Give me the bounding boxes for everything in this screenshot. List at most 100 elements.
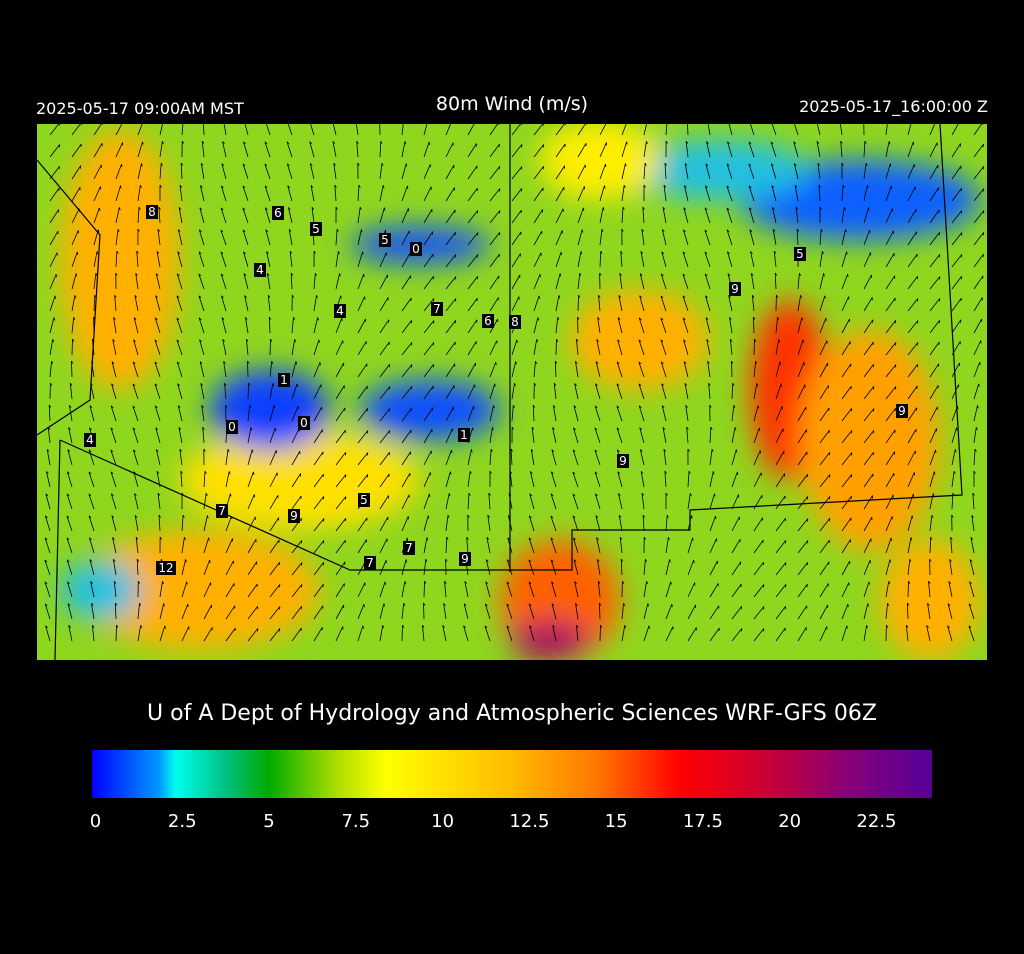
- wind-arrow: [621, 625, 627, 642]
- wind-arrow: [550, 537, 557, 554]
- wind-arrow: [687, 448, 690, 466]
- wind-arrow: [775, 406, 783, 422]
- station-value: 9: [461, 552, 469, 566]
- wind-arrow: [467, 384, 476, 400]
- wind-arrow: [313, 583, 324, 598]
- wind-arrow: [595, 515, 601, 532]
- wind-arrow: [664, 162, 667, 180]
- wind-arrow: [599, 250, 603, 268]
- wind-arrow: [355, 124, 359, 136]
- station-box: [254, 263, 266, 277]
- wind-arrow: [49, 317, 56, 334]
- wind-arrow: [973, 232, 985, 246]
- wind-arrow: [841, 495, 852, 510]
- wind-arrow: [155, 427, 161, 444]
- wind-arrow: [159, 536, 162, 554]
- station-value: 7: [405, 541, 413, 555]
- wind-arrow: [467, 254, 479, 268]
- wind-arrow: [401, 297, 412, 312]
- wind-arrow: [243, 251, 249, 268]
- wind-arrow: [528, 603, 535, 620]
- wind-arrow: [819, 429, 830, 444]
- wind-arrow: [595, 361, 601, 378]
- wind-arrow: [463, 625, 469, 642]
- wind-arrow: [687, 493, 692, 510]
- wind-arrow: [638, 383, 645, 400]
- wind-arrow: [706, 339, 711, 356]
- wind-arrow: [863, 625, 868, 642]
- wind-arrow: [533, 295, 540, 312]
- wind-arrow: [973, 470, 976, 488]
- wind-arrow: [291, 606, 303, 620]
- wind-arrow: [885, 275, 896, 290]
- wind-arrow: [489, 166, 501, 180]
- wind-arrow: [550, 515, 557, 532]
- wind-arrow: [313, 518, 325, 532]
- wind-arrow: [335, 362, 345, 378]
- wind-arrow: [244, 295, 249, 312]
- wind-arrow: [178, 207, 183, 224]
- wind-arrow: [423, 450, 432, 466]
- wind-arrow: [154, 383, 161, 400]
- wind-arrow: [67, 449, 73, 466]
- wind-arrow: [665, 626, 674, 642]
- wind-arrow: [749, 229, 755, 246]
- wind-arrow: [682, 273, 689, 290]
- wind-arrow: [357, 318, 366, 334]
- wind-arrow: [841, 408, 853, 422]
- wind-arrow: [550, 471, 557, 488]
- wind-arrow: [753, 472, 762, 488]
- wind-arrow: [885, 208, 894, 224]
- wind-arrow: [71, 165, 82, 180]
- wind-arrow: [907, 472, 916, 488]
- wind-arrow: [445, 254, 457, 268]
- wind-arrow: [335, 317, 343, 334]
- wind-arrow: [751, 294, 755, 312]
- wind-arrow: [929, 363, 940, 378]
- wind-arrow: [423, 493, 431, 510]
- wind-arrow: [112, 537, 117, 554]
- wind-arrow: [927, 602, 931, 620]
- wind-arrow: [709, 471, 715, 488]
- wind-arrow: [113, 580, 117, 598]
- wind-arrow: [973, 405, 979, 422]
- wind-arrow: [731, 404, 736, 422]
- wind-arrow: [115, 207, 121, 224]
- wind-arrow: [444, 580, 447, 598]
- wind-arrow: [445, 298, 457, 312]
- wind-arrow: [775, 562, 787, 576]
- wind-arrow: [533, 252, 542, 268]
- wind-arrow: [445, 320, 457, 334]
- wind-arrow: [134, 515, 139, 532]
- credit: U of A Dept of Hydrology and Atmospheric…: [147, 701, 877, 726]
- wind-arrow: [247, 538, 257, 554]
- wind-arrow: [639, 449, 645, 466]
- wind-arrow: [731, 494, 740, 510]
- wind-arrow: [154, 339, 161, 356]
- wind-arrow: [220, 185, 227, 202]
- wind-arrow: [726, 163, 733, 180]
- wind-arrow: [797, 384, 806, 400]
- wind-arrow: [797, 562, 809, 576]
- wind-arrow: [885, 494, 894, 510]
- wind-arrow: [530, 449, 535, 466]
- wind-arrow: [797, 451, 808, 466]
- wind-arrow: [48, 404, 52, 422]
- wind-arrow: [225, 560, 234, 576]
- wind-arrow: [423, 580, 427, 598]
- wind-arrow: [863, 162, 868, 180]
- wind-arrow: [929, 187, 940, 202]
- wind-arrow: [445, 363, 456, 378]
- wind-arrow: [599, 602, 602, 620]
- station-value: 6: [484, 314, 492, 328]
- wind-arrow: [45, 625, 51, 642]
- wind-arrow: [69, 382, 73, 400]
- wind-arrow: [665, 603, 673, 620]
- wind-arrow: [863, 386, 875, 400]
- wind-arrow: [423, 298, 435, 312]
- wind-arrow: [71, 143, 82, 158]
- wind-arrow: [467, 210, 479, 224]
- wind-arrow: [551, 603, 557, 620]
- wind-arrow: [841, 318, 850, 334]
- wind-arrow: [639, 427, 645, 444]
